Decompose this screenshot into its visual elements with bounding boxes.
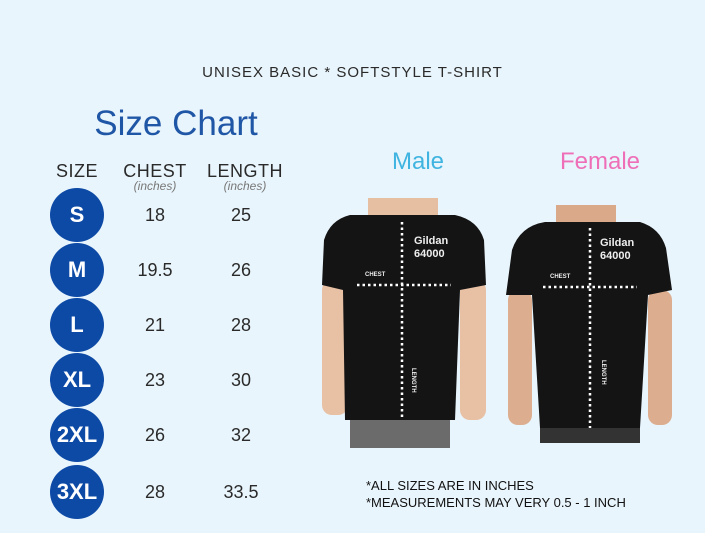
length-value: 25 xyxy=(230,205,252,225)
length-value: 28 xyxy=(230,315,252,335)
size-badge-2xl: 2XL xyxy=(50,408,104,462)
chest-value: 28 xyxy=(144,482,166,502)
chest-value: 21 xyxy=(144,315,166,335)
length-value: 30 xyxy=(230,370,252,390)
male-brand: Gildan xyxy=(414,235,449,247)
product-title: UNISEX BASIC * SOFTSTYLE T-SHIRT xyxy=(202,64,503,81)
chest-value: 23 xyxy=(144,370,166,390)
female-brand-label: Gildan 64000 xyxy=(600,237,634,263)
note-variance: *MEASUREMENTS MAY VERY 0.5 - 1 INCH xyxy=(366,495,626,510)
length-header: LENGTH (inches) xyxy=(200,161,290,193)
size-chart-title: Size Chart xyxy=(94,104,258,143)
male-label: Male xyxy=(391,148,445,175)
chest-value: 26 xyxy=(144,425,166,445)
chest-unit: (inches) xyxy=(133,179,177,193)
male-tshirt-image xyxy=(322,198,486,448)
male-model: 64000 xyxy=(414,248,445,260)
chest-header: CHEST (inches) xyxy=(115,161,195,193)
female-tshirt-image xyxy=(506,205,672,443)
length-value: 26 xyxy=(230,260,252,280)
male-chest-label: CHEST xyxy=(365,272,386,278)
male-brand-label: Gildan 64000 xyxy=(414,235,448,261)
size-badge-m: M xyxy=(50,243,104,297)
length-value: 32 xyxy=(230,425,252,445)
female-label: Female xyxy=(559,148,641,175)
male-length-label: LENGTH xyxy=(410,368,416,393)
female-brand: Gildan xyxy=(600,237,635,249)
chest-value: 18 xyxy=(144,205,166,225)
length-value: 33.5 xyxy=(223,482,259,502)
size-badge-l: L xyxy=(50,298,104,352)
size-badge-s: S xyxy=(50,188,104,242)
size-header-label: SIZE xyxy=(55,161,98,181)
chest-header-label: CHEST xyxy=(123,161,187,181)
female-length-label: LENGTH xyxy=(600,360,606,385)
size-badge-xl: XL xyxy=(50,353,104,407)
chest-value: 19.5 xyxy=(137,260,173,280)
female-chest-label: CHEST xyxy=(550,274,571,280)
size-badge-3xl: 3XL xyxy=(50,465,104,519)
female-model: 64000 xyxy=(600,250,631,262)
note-units: *ALL SIZES ARE IN INCHES xyxy=(366,478,534,493)
length-header-label: LENGTH xyxy=(206,161,283,181)
length-unit: (inches) xyxy=(223,179,267,193)
size-header: SIZE xyxy=(46,161,108,182)
